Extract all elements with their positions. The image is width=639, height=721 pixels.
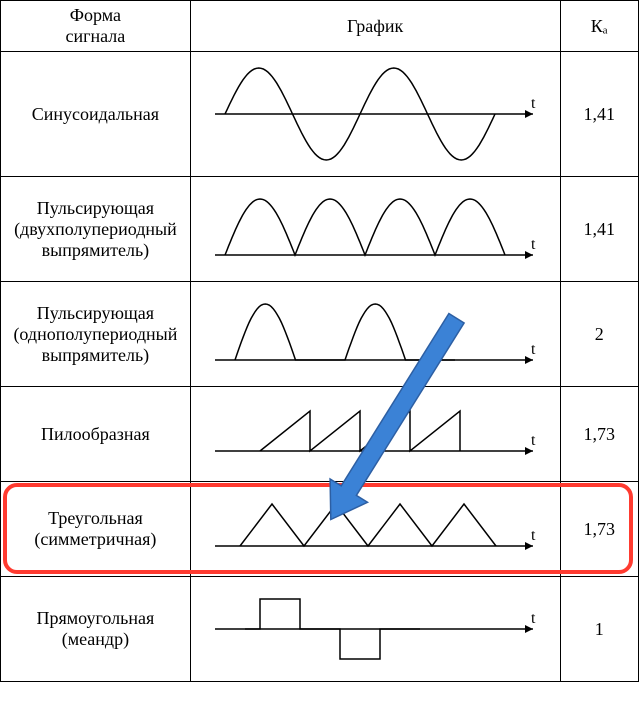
row-graph: t bbox=[190, 387, 560, 482]
row-graph: t bbox=[190, 577, 560, 682]
row-ka: 1,73 bbox=[560, 387, 638, 482]
table-row: Прямоугольная(меандр) t 1 bbox=[1, 577, 639, 682]
svg-text:t: t bbox=[531, 527, 536, 544]
row-ka: 1,41 bbox=[560, 52, 638, 177]
table-row: Треугольная(симметричная) t 1,73 bbox=[1, 482, 639, 577]
header-name: Формасигнала bbox=[1, 1, 191, 52]
row-ka: 1,73 bbox=[560, 482, 638, 577]
header-ka-text: Кₐ bbox=[591, 16, 608, 36]
table-body: Синусоидальная t 1,41Пульсирующая(двухпо… bbox=[1, 52, 639, 682]
table-row: Пульсирующая(однополупериодныйвыпрямител… bbox=[1, 282, 639, 387]
waveform-table: Формасигнала График Кₐ Синусоидальная t … bbox=[0, 0, 639, 682]
row-graph: t bbox=[190, 482, 560, 577]
row-name: Синусоидальная bbox=[1, 52, 191, 177]
row-ka: 2 bbox=[560, 282, 638, 387]
row-name: Треугольная(симметричная) bbox=[1, 482, 191, 577]
table-row: Пилообразная t 1,73 bbox=[1, 387, 639, 482]
svg-text:t: t bbox=[531, 610, 536, 627]
row-graph: t bbox=[190, 52, 560, 177]
header-name-text: Формасигнала bbox=[66, 5, 126, 46]
row-graph: t bbox=[190, 177, 560, 282]
row-name: Пульсирующая(однополупериодныйвыпрямител… bbox=[1, 282, 191, 387]
header-graph: График bbox=[190, 1, 560, 52]
table-container: Формасигнала График Кₐ Синусоидальная t … bbox=[0, 0, 639, 682]
svg-text:t: t bbox=[531, 95, 536, 112]
header-row: Формасигнала График Кₐ bbox=[1, 1, 639, 52]
row-ka: 1 bbox=[560, 577, 638, 682]
svg-text:t: t bbox=[531, 432, 536, 449]
svg-text:t: t bbox=[531, 341, 536, 358]
table-row: Пульсирующая(двухполупериодныйвыпрямител… bbox=[1, 177, 639, 282]
waveform-triangle: t bbox=[205, 490, 545, 568]
header-ka: Кₐ bbox=[560, 1, 638, 52]
waveform-fullwave: t bbox=[205, 185, 545, 273]
svg-text:t: t bbox=[531, 236, 536, 253]
waveform-halfwave: t bbox=[205, 290, 545, 378]
row-ka: 1,41 bbox=[560, 177, 638, 282]
row-graph: t bbox=[190, 282, 560, 387]
waveform-sawtooth: t bbox=[205, 395, 545, 473]
row-name: Прямоугольная(меандр) bbox=[1, 577, 191, 682]
table-row: Синусоидальная t 1,41 bbox=[1, 52, 639, 177]
row-name: Пилообразная bbox=[1, 387, 191, 482]
waveform-square: t bbox=[205, 585, 545, 673]
header-graph-text: График bbox=[347, 16, 403, 36]
row-name: Пульсирующая(двухполупериодныйвыпрямител… bbox=[1, 177, 191, 282]
waveform-sine: t bbox=[205, 60, 545, 168]
